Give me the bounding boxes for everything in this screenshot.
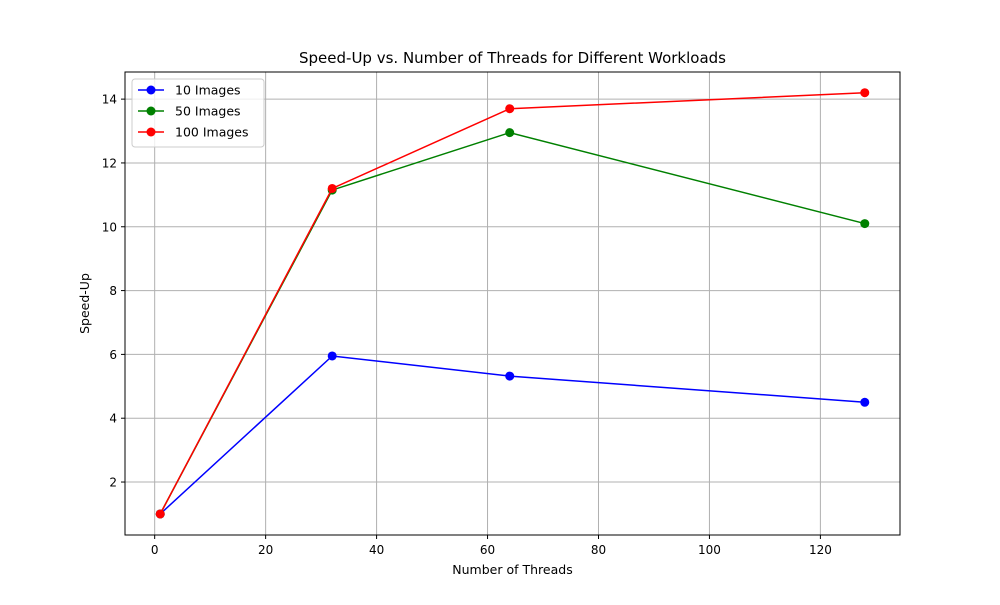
x-tick-label-0: 0 <box>151 543 159 557</box>
y-tick-label-12: 12 <box>102 156 117 170</box>
legend-swatch-marker-50-images <box>146 106 156 116</box>
grid-lines <box>125 72 900 535</box>
legend-items: 10 Images 50 Images 100 Images <box>138 83 249 140</box>
legend-label-50-images: 50 Images <box>175 104 241 119</box>
data-point-50-images-128 <box>860 219 870 229</box>
x-tick-label-60: 60 <box>480 543 495 557</box>
data-point-100-images-32 <box>327 183 337 193</box>
data-point-50-images-64 <box>505 128 515 138</box>
legend-label-100-images: 100 Images <box>175 125 249 140</box>
series-line-100-images <box>159 91 865 515</box>
legend-item-100-images: 100 Images <box>138 125 249 140</box>
y-tick-label-10: 10 <box>102 220 117 234</box>
y-tick-label-14: 14 <box>102 93 117 107</box>
data-point-100-images-1 <box>155 509 165 519</box>
legend: 10 Images 50 Images 100 Images <box>131 78 265 148</box>
series-lines <box>155 88 870 519</box>
legend-swatch-marker-10-images <box>146 85 156 95</box>
legend-item-10-images: 10 Images <box>138 83 241 98</box>
data-point-10-images-128 <box>860 397 870 407</box>
y-tick-label-8: 8 <box>109 284 117 298</box>
legend-box <box>131 78 265 148</box>
chart-title: Speed-Up vs. Number of Threads for Diffe… <box>299 49 726 67</box>
y-tick-label-6: 6 <box>109 348 117 362</box>
legend-swatch-marker-100-images <box>146 127 156 137</box>
x-tick-label-20: 20 <box>258 543 273 557</box>
x-tick-label-120: 120 <box>809 543 832 557</box>
data-point-10-images-32 <box>327 351 337 361</box>
series-100-images <box>155 88 870 519</box>
legend-item-50-images: 50 Images <box>138 104 241 119</box>
plot-frame <box>124 71 901 536</box>
data-point-100-images-64 <box>505 104 515 114</box>
y-axis-label: Speed-Up <box>77 273 92 334</box>
y-tick-label-4: 4 <box>109 412 117 426</box>
x-tick-label-100: 100 <box>698 543 721 557</box>
axis-ticks: 0 20 40 60 80 100 120 2 4 6 8 10 12 14 <box>102 93 832 557</box>
y-tick-label-2: 2 <box>109 476 117 490</box>
x-axis-label: Number of Threads <box>452 562 572 577</box>
series-line-10-images <box>159 355 865 515</box>
x-tick-label-40: 40 <box>369 543 384 557</box>
x-tick-label-80: 80 <box>591 543 606 557</box>
legend-label-10-images: 10 Images <box>175 83 241 98</box>
data-point-100-images-128 <box>860 88 870 98</box>
data-point-10-images-64 <box>505 371 515 381</box>
